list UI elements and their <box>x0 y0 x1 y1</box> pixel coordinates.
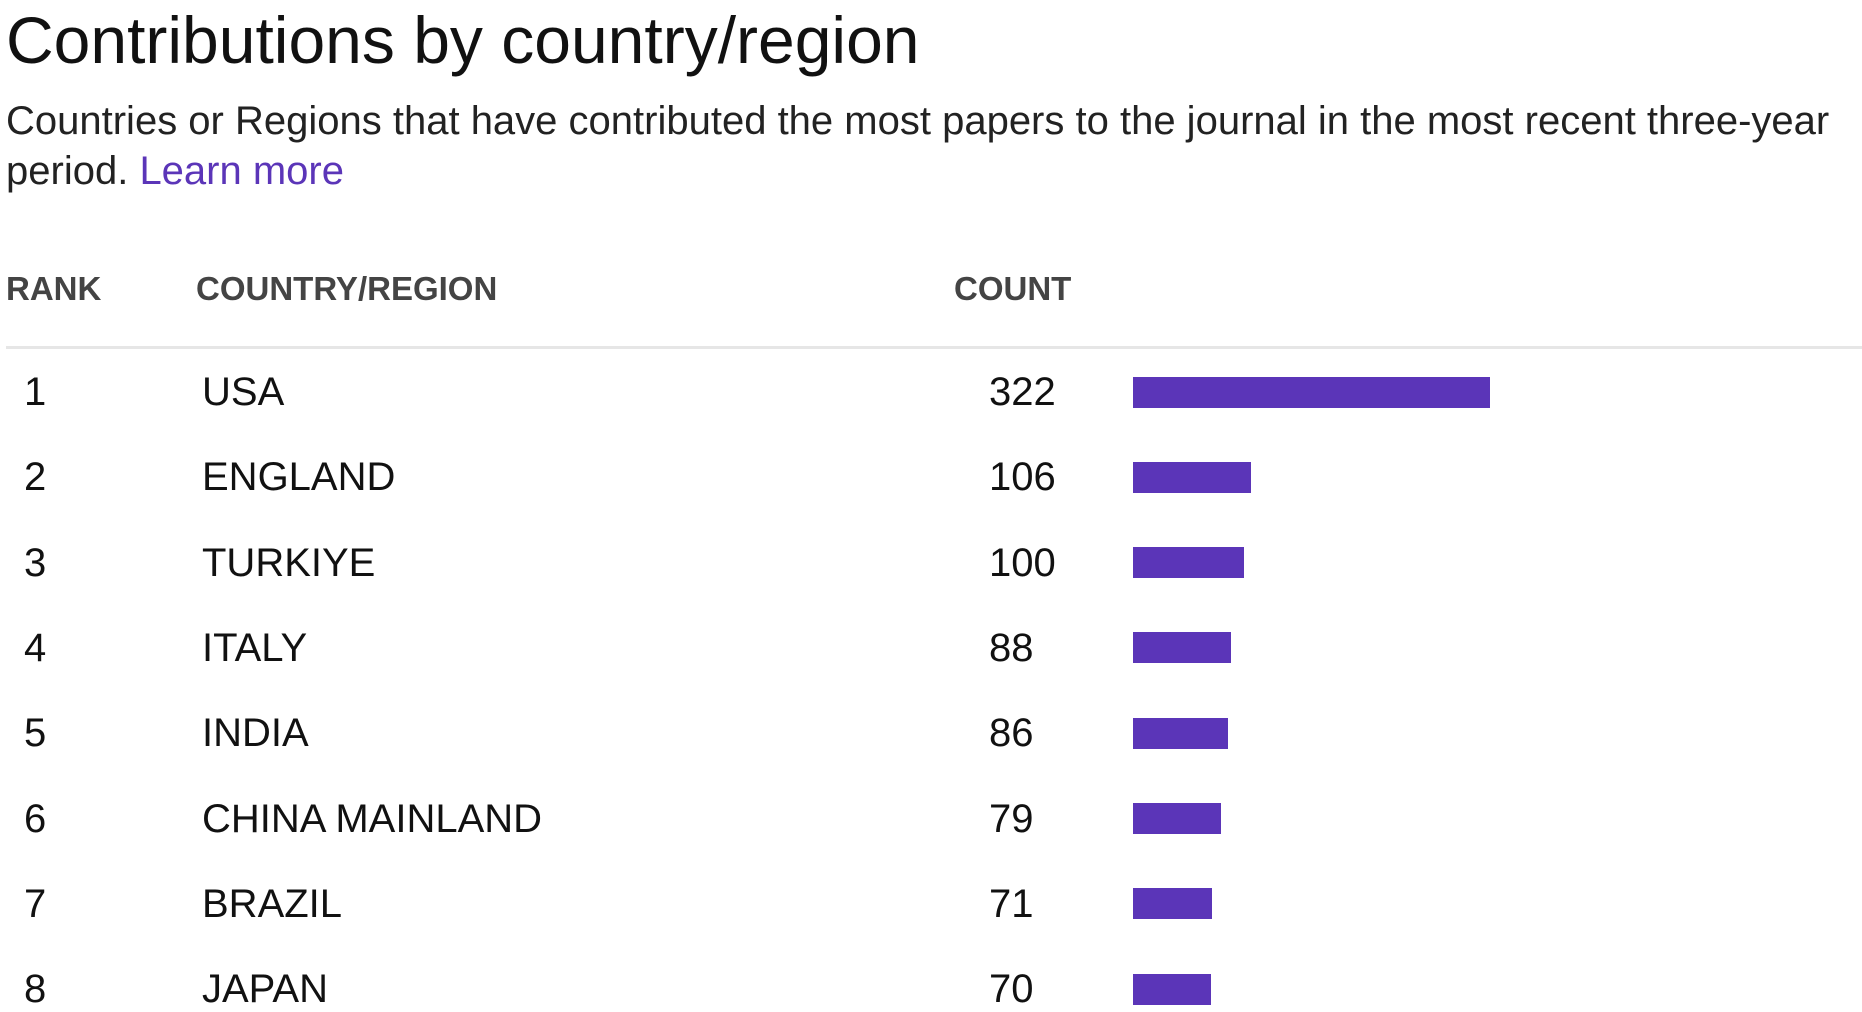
count-cell: 70 <box>989 967 1034 1012</box>
count-cell: 71 <box>989 881 1034 926</box>
count-bar <box>1133 461 1251 493</box>
count-bar <box>1133 717 1229 749</box>
count-cell: 100 <box>989 540 1056 585</box>
title: Contributions by country/region <box>6 3 920 77</box>
country-cell: ITALY <box>202 625 308 670</box>
count-bar <box>1133 376 1491 408</box>
header-divider <box>6 346 1862 349</box>
count-cell: 106 <box>989 455 1056 500</box>
count-bar <box>1133 547 1244 579</box>
column-header: COUNT <box>954 270 1072 307</box>
count-cell: 86 <box>989 711 1034 756</box>
country-cell: USA <box>202 370 285 414</box>
count-bar <box>1133 888 1212 920</box>
rank-cell: 4 <box>24 625 47 670</box>
country-cell: INDIA <box>202 711 309 756</box>
country-cell: TURKIYE <box>202 540 376 585</box>
country-cell: BRAZIL <box>202 881 343 926</box>
rank-cell: 6 <box>24 796 47 841</box>
subtitle: Countries or Regions that have contribut… <box>6 99 1830 193</box>
column-header: RANK <box>6 270 102 307</box>
count-cell: 322 <box>989 370 1056 414</box>
rank-cell: 7 <box>24 881 47 926</box>
subtitle-block: Countries or Regions that have contribut… <box>6 96 1856 196</box>
country-cell: CHINA MAINLAND <box>202 796 543 841</box>
rank-cell: 3 <box>24 540 47 585</box>
count-bar <box>1133 973 1211 1005</box>
country-cell: ENGLAND <box>202 455 396 500</box>
count-bar <box>1133 632 1231 664</box>
rank-cell: 1 <box>24 370 47 414</box>
count-bar <box>1133 803 1221 834</box>
rank-cell: 8 <box>24 967 47 1012</box>
rank-cell: 2 <box>24 455 47 500</box>
learn-more-link[interactable]: Learn more <box>139 149 344 193</box>
rank-cell: 5 <box>24 711 47 756</box>
country-cell: JAPAN <box>202 967 328 1012</box>
count-cell: 88 <box>989 625 1034 670</box>
column-header: COUNTRY/REGION <box>196 270 498 307</box>
count-cell: 79 <box>989 796 1034 841</box>
